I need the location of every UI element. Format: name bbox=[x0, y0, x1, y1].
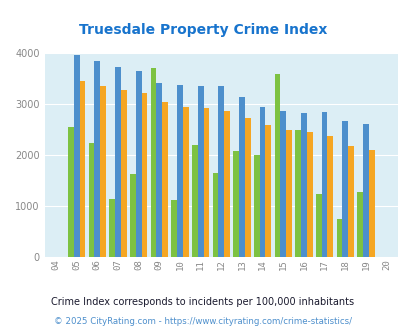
Bar bbox=[156, 83, 162, 257]
Bar bbox=[150, 68, 156, 257]
Bar bbox=[321, 112, 327, 257]
Bar bbox=[192, 146, 197, 257]
Bar bbox=[362, 124, 368, 257]
Bar bbox=[315, 194, 321, 257]
Bar bbox=[182, 107, 188, 257]
Bar bbox=[280, 111, 286, 257]
Bar bbox=[368, 150, 374, 257]
Bar bbox=[239, 97, 244, 257]
Bar bbox=[286, 130, 291, 257]
Bar bbox=[197, 85, 203, 257]
Bar bbox=[130, 174, 135, 257]
Bar bbox=[100, 85, 106, 257]
Bar bbox=[88, 143, 94, 257]
Bar bbox=[265, 125, 271, 257]
Bar bbox=[68, 127, 74, 257]
Bar bbox=[300, 113, 306, 257]
Bar bbox=[79, 82, 85, 257]
Bar bbox=[94, 61, 100, 257]
Bar bbox=[109, 199, 115, 257]
Bar bbox=[233, 151, 239, 257]
Bar bbox=[336, 219, 341, 257]
Bar bbox=[115, 67, 121, 257]
Text: Truesdale Property Crime Index: Truesdale Property Crime Index bbox=[79, 23, 326, 37]
Bar bbox=[356, 192, 362, 257]
Bar bbox=[218, 85, 224, 257]
Bar bbox=[327, 136, 333, 257]
Bar bbox=[274, 74, 280, 257]
Bar bbox=[171, 200, 177, 257]
Text: Crime Index corresponds to incidents per 100,000 inhabitants: Crime Index corresponds to incidents per… bbox=[51, 297, 354, 307]
Bar bbox=[177, 84, 182, 257]
Bar bbox=[259, 107, 265, 257]
Bar bbox=[121, 90, 126, 257]
Bar bbox=[341, 121, 347, 257]
Bar bbox=[135, 71, 141, 257]
Bar bbox=[162, 102, 168, 257]
Bar bbox=[74, 55, 79, 257]
Text: © 2025 CityRating.com - https://www.cityrating.com/crime-statistics/: © 2025 CityRating.com - https://www.city… bbox=[54, 317, 351, 326]
Bar bbox=[253, 154, 259, 257]
Bar bbox=[294, 130, 300, 257]
Bar bbox=[306, 132, 312, 257]
Bar bbox=[347, 147, 353, 257]
Bar bbox=[244, 118, 250, 257]
Bar bbox=[212, 173, 218, 257]
Bar bbox=[141, 93, 147, 257]
Bar bbox=[203, 108, 209, 257]
Bar bbox=[224, 111, 229, 257]
